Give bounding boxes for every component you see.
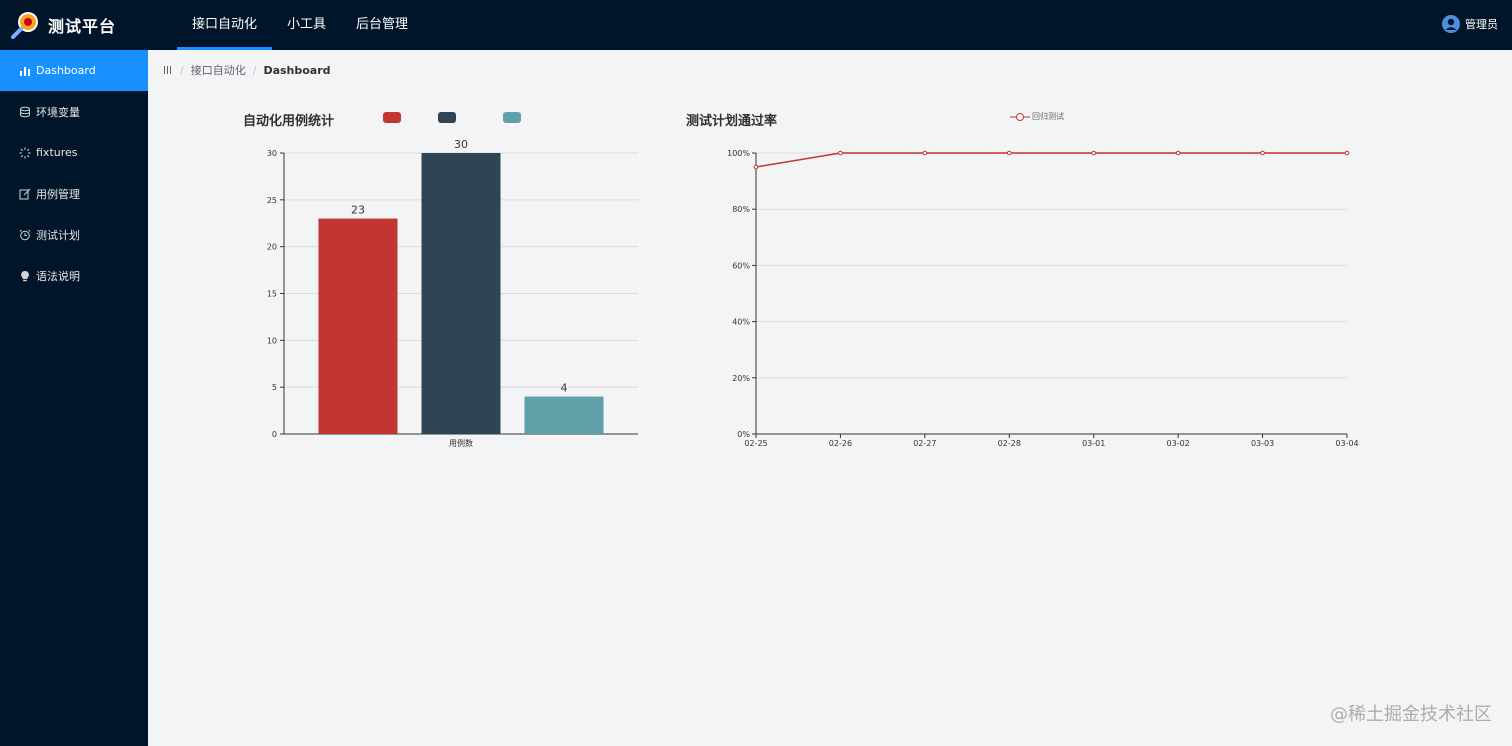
bar-data-label: 30 bbox=[454, 138, 468, 151]
line-legend-item[interactable]: 回归测试 bbox=[1010, 111, 1064, 122]
y-tick-label: 40% bbox=[732, 318, 750, 327]
sidebar-item-label: 环境变量 bbox=[36, 105, 80, 119]
bar-data-label: 4 bbox=[561, 382, 568, 395]
user-menu[interactable]: 管理员 bbox=[1442, 15, 1498, 33]
collapse-menu-icon[interactable] bbox=[164, 66, 173, 74]
sidebar-item-label: fixtures bbox=[36, 146, 78, 159]
bar-data-label: 23 bbox=[351, 204, 365, 217]
data-point bbox=[1091, 150, 1097, 156]
data-point bbox=[838, 150, 843, 156]
x-tick-label: 03-02 bbox=[1167, 439, 1190, 448]
top-nav: 接口自动化 小工具 后台管理 bbox=[177, 0, 423, 50]
bar bbox=[524, 396, 604, 434]
y-tick-label: 60% bbox=[732, 261, 750, 270]
breadcrumb-separator: / bbox=[252, 63, 257, 77]
top-navbar: 测试平台 接口自动化 小工具 后台管理 管理员 bbox=[0, 0, 1512, 50]
app-logo[interactable]: 测试平台 bbox=[10, 9, 116, 41]
legend-swatch bbox=[438, 112, 456, 123]
line-chart-title: 测试计划通过率 bbox=[686, 114, 778, 129]
data-point bbox=[1175, 150, 1181, 156]
x-tick-label: 02-25 bbox=[744, 439, 767, 448]
loading-icon bbox=[18, 146, 31, 159]
legend-swatch bbox=[383, 112, 401, 123]
bar bbox=[318, 218, 398, 434]
y-tick-label: 10 bbox=[267, 336, 277, 345]
y-tick-label: 30 bbox=[267, 149, 277, 158]
sidebar-item-label: 用例管理 bbox=[36, 187, 80, 201]
sidebar-item-test-plan[interactable]: 测试计划 bbox=[0, 214, 148, 255]
nav-admin[interactable]: 后台管理 bbox=[356, 17, 409, 32]
watermark: @稀土掘金技术社区 bbox=[1330, 704, 1492, 725]
bar-chart-icon bbox=[18, 64, 31, 77]
legend-label: 回归测试 bbox=[1032, 112, 1064, 121]
line-chart: 0% 20% 40% 60% 80% 100% 02-25 02-26 02-27 02-28 03… bbox=[727, 149, 1359, 448]
breadcrumb-separator: / bbox=[180, 63, 184, 77]
bar bbox=[421, 153, 501, 434]
database-icon bbox=[18, 105, 31, 118]
magnifier-bug-logo-icon bbox=[11, 12, 38, 39]
data-point bbox=[922, 150, 928, 156]
y-tick-label: 100% bbox=[727, 149, 750, 158]
y-tick-label: 15 bbox=[267, 290, 277, 299]
x-tick-label: 02-26 bbox=[829, 439, 852, 448]
series-line bbox=[755, 152, 1347, 168]
y-tick-label: 20 bbox=[267, 243, 277, 252]
legend-swatch bbox=[503, 112, 521, 123]
bar-legend-item[interactable] bbox=[503, 112, 525, 123]
edit-icon bbox=[18, 187, 31, 200]
user-avatar-icon bbox=[1442, 15, 1460, 33]
data-point bbox=[1260, 150, 1265, 156]
y-tick-label: 80% bbox=[732, 205, 750, 214]
y-tick-label: 20% bbox=[732, 374, 750, 383]
y-tick-label: 0% bbox=[737, 430, 750, 439]
data-point bbox=[1344, 150, 1350, 156]
y-tick-label: 5 bbox=[272, 383, 277, 392]
x-tick-label: 02-28 bbox=[998, 439, 1021, 448]
sidebar-item-dashboard[interactable]: Dashboard bbox=[0, 50, 148, 91]
bar-chart: 0 5 10 15 20 25 30 23 30 4 用例数 bbox=[267, 138, 638, 448]
y-tick-label: 25 bbox=[267, 196, 277, 205]
breadcrumb: / 接口自动化 / Dashboard bbox=[164, 62, 331, 78]
sidebar-item-env-vars[interactable]: 环境变量 bbox=[0, 91, 148, 132]
sidebar-item-label: 测试计划 bbox=[36, 228, 80, 242]
y-tick-label: 0 bbox=[272, 430, 277, 439]
x-tick-label: 03-03 bbox=[1251, 439, 1274, 448]
x-category-label: 用例数 bbox=[449, 438, 473, 448]
bar-chart-title: 自动化用例统计 bbox=[243, 114, 335, 129]
sidebar-item-case-management[interactable]: 用例管理 bbox=[0, 173, 148, 214]
bulb-icon bbox=[18, 269, 31, 282]
user-name: 管理员 bbox=[1465, 18, 1498, 31]
x-tick-label: 03-01 bbox=[1082, 439, 1105, 448]
x-tick-label: 02-27 bbox=[913, 439, 936, 448]
sidebar-item-fixtures[interactable]: fixtures bbox=[0, 132, 148, 173]
nav-api-automation[interactable]: 接口自动化 bbox=[177, 0, 273, 50]
app-title: 测试平台 bbox=[48, 17, 117, 36]
alarm-clock-icon bbox=[18, 228, 31, 241]
breadcrumb-item[interactable]: 接口自动化 bbox=[190, 64, 246, 77]
legend-line-marker bbox=[1010, 112, 1030, 121]
data-point bbox=[1006, 150, 1012, 156]
bar-legend-item[interactable] bbox=[438, 112, 460, 123]
bar-legend-item[interactable] bbox=[383, 112, 405, 123]
sidebar: Dashboard 环境变量 fixtures 用例管理 测试计划 语法说明 bbox=[0, 50, 148, 746]
sidebar-item-label: 语法说明 bbox=[36, 269, 80, 283]
nav-tools[interactable]: 小工具 bbox=[287, 17, 327, 32]
breadcrumb-current: Dashboard bbox=[263, 63, 331, 77]
sidebar-item-label: Dashboard bbox=[36, 64, 96, 77]
x-tick-label: 03-04 bbox=[1335, 439, 1358, 448]
data-point bbox=[753, 164, 759, 170]
sidebar-item-syntax-guide[interactable]: 语法说明 bbox=[0, 255, 148, 296]
